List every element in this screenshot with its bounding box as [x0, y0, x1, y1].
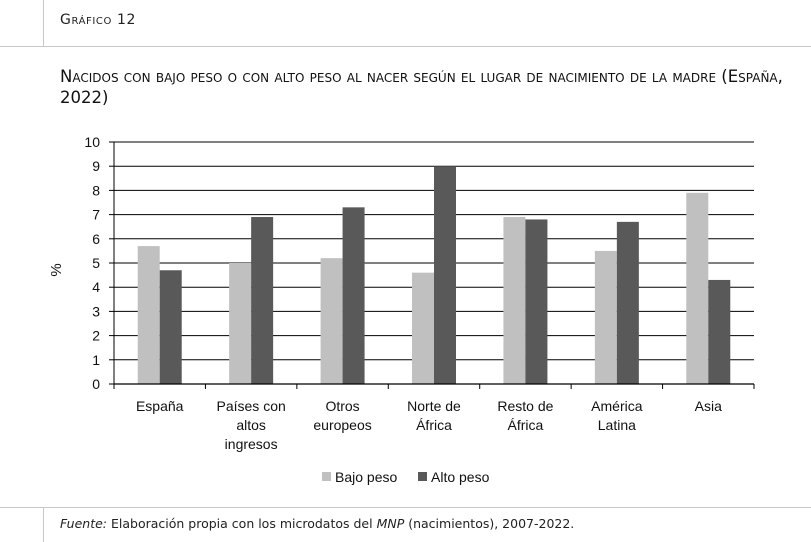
x-category-label: Otros [325, 398, 359, 414]
y-tick-label: 9 [92, 158, 100, 174]
y-tick-label: 1 [92, 352, 100, 368]
y-tick-labels: 0 1 2 3 4 5 6 7 8 9 10 [84, 134, 100, 392]
header-divider-horizontal [0, 46, 811, 47]
bar-bajo-peso [686, 192, 709, 384]
source-note: Fuente: Elaboración propia con los micro… [60, 516, 574, 531]
bar-bajo-peso [594, 250, 617, 384]
chart-title: Nacidos con bajo peso o con alto peso al… [60, 67, 783, 107]
bar-chart: 0 1 2 3 4 5 6 7 8 9 10 España Países con altos ingres… [48, 134, 755, 485]
y-tick-label: 4 [92, 279, 100, 295]
legend-swatch [322, 472, 331, 481]
bars [137, 166, 731, 384]
footer-divider-horizontal [0, 507, 811, 508]
category-labels: España Países con altos ingresos Otros europe… [136, 398, 722, 452]
source-text-part1: Elaboración propia con los microdatos de… [107, 516, 377, 531]
x-category-label: América [591, 398, 643, 414]
figure-label: Gráfico 12 [60, 12, 137, 28]
bar-bajo-peso [229, 263, 252, 384]
x-category-label: ingresos [225, 436, 278, 452]
bar-bajo-peso [320, 258, 343, 384]
y-axis-label: % [48, 263, 65, 276]
bar-bajo-peso [412, 272, 434, 384]
bar-alto-peso [616, 221, 639, 384]
bar-alto-peso [525, 219, 548, 384]
x-category-label: Países con [217, 398, 286, 414]
y-tick-label: 3 [92, 303, 100, 319]
y-tick-label: 0 [92, 376, 100, 392]
bar-bajo-peso [137, 246, 160, 384]
bar-alto-peso [434, 166, 456, 384]
x-category-label: España [136, 398, 184, 414]
legend-label: Alto peso [431, 469, 490, 485]
y-tick-label: 6 [92, 231, 100, 247]
source-label: Fuente: [60, 516, 108, 531]
footer-divider-vertical [43, 507, 44, 542]
y-tick-label: 5 [92, 255, 100, 271]
axis [109, 141, 755, 389]
x-category-label: Resto de [497, 398, 553, 414]
bar-bajo-peso [503, 217, 526, 384]
x-category-label: Asia [695, 398, 722, 414]
legend: Bajo peso Alto peso [322, 469, 490, 485]
x-category-label: África [416, 417, 452, 433]
x-category-label: europeos [313, 417, 371, 433]
x-category-label: África [508, 417, 544, 433]
source-dataset-name: MNP [376, 516, 405, 531]
header-divider-vertical [43, 0, 44, 46]
y-tick-label: 8 [92, 182, 100, 198]
y-tick-label: 7 [92, 207, 100, 223]
bar-alto-peso [159, 270, 182, 384]
bar-alto-peso [251, 217, 274, 384]
y-tick-label: 2 [92, 328, 100, 344]
bar-alto-peso [342, 207, 365, 384]
bar-alto-peso [708, 279, 731, 384]
source-text-part2: (nacimientos), 2007-2022. [404, 516, 575, 531]
legend-swatch [418, 472, 427, 481]
x-category-label: Norte de [407, 398, 461, 414]
x-category-label: altos [236, 417, 266, 433]
y-tick-label: 10 [84, 134, 100, 150]
legend-label: Bajo peso [335, 469, 397, 485]
x-category-label: Latina [598, 417, 636, 433]
